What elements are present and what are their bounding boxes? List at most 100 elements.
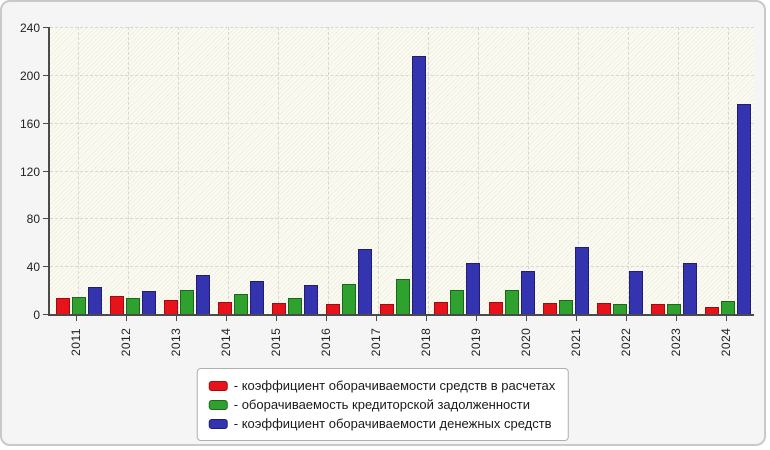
x-tick-label-2022: 2022	[619, 327, 634, 357]
y-tick	[43, 122, 48, 124]
x-gridline	[277, 27, 279, 314]
legend-label: - коэффициент оборачиваемости средств в …	[233, 378, 556, 393]
bar-series0-group1	[110, 296, 125, 314]
x-tick-label-2012: 2012	[118, 327, 133, 357]
x-tick	[476, 316, 478, 321]
bar-series0-group9	[542, 303, 557, 314]
x-gridline	[528, 27, 530, 314]
y-tick	[43, 266, 48, 268]
legend-swatch-green	[208, 399, 228, 410]
bar-series1-group0	[72, 297, 86, 314]
x-gridline	[578, 27, 580, 314]
bar-series0-group7	[434, 302, 449, 314]
bar-series0-group4	[272, 303, 287, 314]
bar-series1-group2	[180, 290, 195, 314]
x-gridline	[378, 27, 379, 314]
x-tick-label-2013: 2013	[168, 327, 183, 357]
plot-area	[48, 27, 754, 316]
bar-series0-group11	[650, 304, 665, 314]
x-tick	[426, 316, 428, 321]
bar-series2-group1	[142, 291, 157, 314]
bar-series0-group0	[56, 298, 70, 314]
legend-swatch-blue	[208, 418, 228, 429]
x-gridline	[728, 27, 730, 314]
y-tick	[43, 314, 48, 315]
x-tick-label-2023: 2023	[669, 327, 684, 357]
x-tick	[676, 316, 678, 321]
x-tick-label-2016: 2016	[318, 327, 333, 357]
x-gridline	[177, 27, 179, 314]
y-tick	[43, 27, 48, 28]
bar-series1-group5	[342, 284, 357, 314]
bar-series2-group6	[412, 55, 427, 314]
x-tick	[626, 316, 628, 321]
x-gridline	[628, 27, 630, 314]
bar-series2-group4	[304, 285, 319, 314]
x-tick-label-2011: 2011	[68, 328, 83, 356]
x-tick	[175, 316, 177, 321]
x-tick-label-2015: 2015	[268, 327, 283, 357]
x-tick	[576, 316, 578, 321]
bar-series2-group12	[736, 103, 751, 314]
bar-series0-group2	[164, 299, 179, 314]
bar-series2-group7	[466, 262, 481, 314]
bar-series1-group4	[288, 298, 303, 314]
x-tick-label-2021: 2021	[569, 327, 584, 357]
x-gridline	[428, 27, 430, 314]
bar-series0-group8	[488, 302, 503, 314]
y-tick-label: 40	[26, 260, 40, 275]
x-gridline	[227, 27, 229, 314]
bar-series2-group0	[88, 286, 102, 314]
x-tick	[75, 316, 77, 321]
y-gridline	[50, 218, 754, 220]
bar-series0-group6	[380, 304, 395, 314]
bar-series2-group5	[358, 249, 373, 314]
x-tick-label-2014: 2014	[218, 327, 233, 357]
bar-series1-group3	[234, 293, 249, 314]
y-tick	[43, 218, 48, 220]
x-tick	[376, 316, 377, 321]
legend-item-cash: - коэффициент оборачиваемости денежных с…	[208, 414, 555, 433]
x-tick	[325, 316, 327, 321]
x-tick	[125, 316, 127, 321]
bar-series1-group7	[450, 290, 465, 314]
x-tick-label-2018: 2018	[419, 327, 434, 357]
bar-series1-group1	[126, 298, 141, 314]
x-gridline	[127, 27, 129, 314]
bar-series2-group11	[682, 262, 697, 314]
chart-legend: - коэффициент оборачиваемости средств в …	[196, 368, 570, 441]
bar-series2-group10	[628, 270, 643, 314]
legend-swatch-red	[208, 380, 228, 391]
x-tick-label-2024: 2024	[719, 327, 734, 357]
bar-series2-group2	[196, 274, 211, 314]
bar-series2-group9	[574, 247, 589, 314]
y-gridline	[50, 74, 754, 76]
bar-series1-group10	[612, 304, 627, 314]
y-tick	[43, 170, 48, 172]
x-tick-label-2019: 2019	[469, 327, 484, 357]
x-gridline	[77, 27, 79, 314]
x-gridline	[327, 27, 329, 314]
y-tick-label: 240	[19, 21, 40, 35]
x-tick	[225, 316, 227, 321]
y-tick	[43, 74, 48, 76]
y-tick-label: 80	[26, 212, 40, 227]
y-tick-label: 160	[19, 116, 40, 131]
legend-item-payables: - оборачиваемость кредиторской задолженн…	[208, 395, 555, 414]
y-tick-label: 0	[33, 308, 40, 322]
legend-label: - коэффициент оборачиваемости денежных с…	[233, 416, 552, 431]
bar-series1-group11	[666, 304, 681, 314]
bar-series2-group8	[520, 270, 535, 314]
y-gridline	[50, 170, 754, 172]
bar-series1-group9	[558, 299, 573, 314]
y-tick-label: 120	[19, 164, 40, 179]
bar-series2-group3	[250, 280, 265, 314]
bar-series0-group10	[596, 303, 611, 314]
bar-series1-group6	[396, 279, 411, 314]
x-gridline	[678, 27, 680, 314]
legend-label: - оборачиваемость кредиторской задолженн…	[233, 397, 530, 412]
x-tick	[275, 316, 277, 321]
bar-series1-group8	[504, 290, 519, 314]
x-tick-label-2017: 2017	[369, 327, 383, 357]
